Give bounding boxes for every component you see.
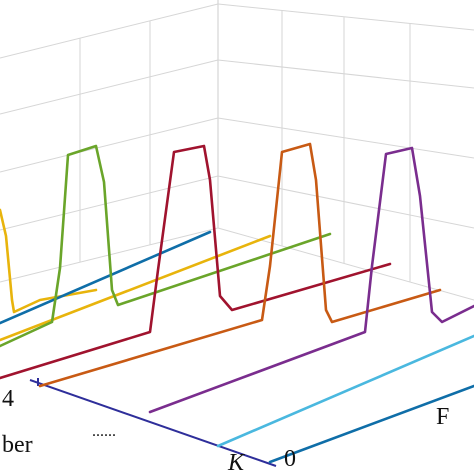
series-trace-6 [38,142,442,388]
grid-line-left-h [0,59,219,115]
trace-label-0: 0 [284,446,296,472]
grid-edge-top [217,3,474,31]
series-trace-8 [216,334,474,448]
series-trace-4 [0,144,332,348]
labels: 4 ber ...... K 0 F [2,386,449,474]
series-trace-2 [0,230,212,325]
grid-edge-left-top [0,3,219,59]
grid-line-back-h [217,175,474,229]
trace-label-4: 4 [2,386,14,412]
series-trace-7 [148,146,474,414]
series-trace-5 [0,144,392,380]
grid-edge-bottom [217,227,474,301]
grid-line-back-h [217,59,474,89]
grid-line-left-h [0,175,219,231]
series-trace-3 [0,234,272,342]
series-group [0,142,474,464]
floor-axis-line [29,379,277,467]
grid-line-left-h [0,117,219,173]
axis-label-f: F [436,404,449,430]
series-trace-9 [268,384,474,464]
grid-line-back-h [217,117,474,159]
trace-label-k: K [227,450,246,474]
ellipsis-label: ...... [92,423,116,440]
series-trace-1 [0,208,98,314]
axis-label-ber: ber [2,432,33,458]
